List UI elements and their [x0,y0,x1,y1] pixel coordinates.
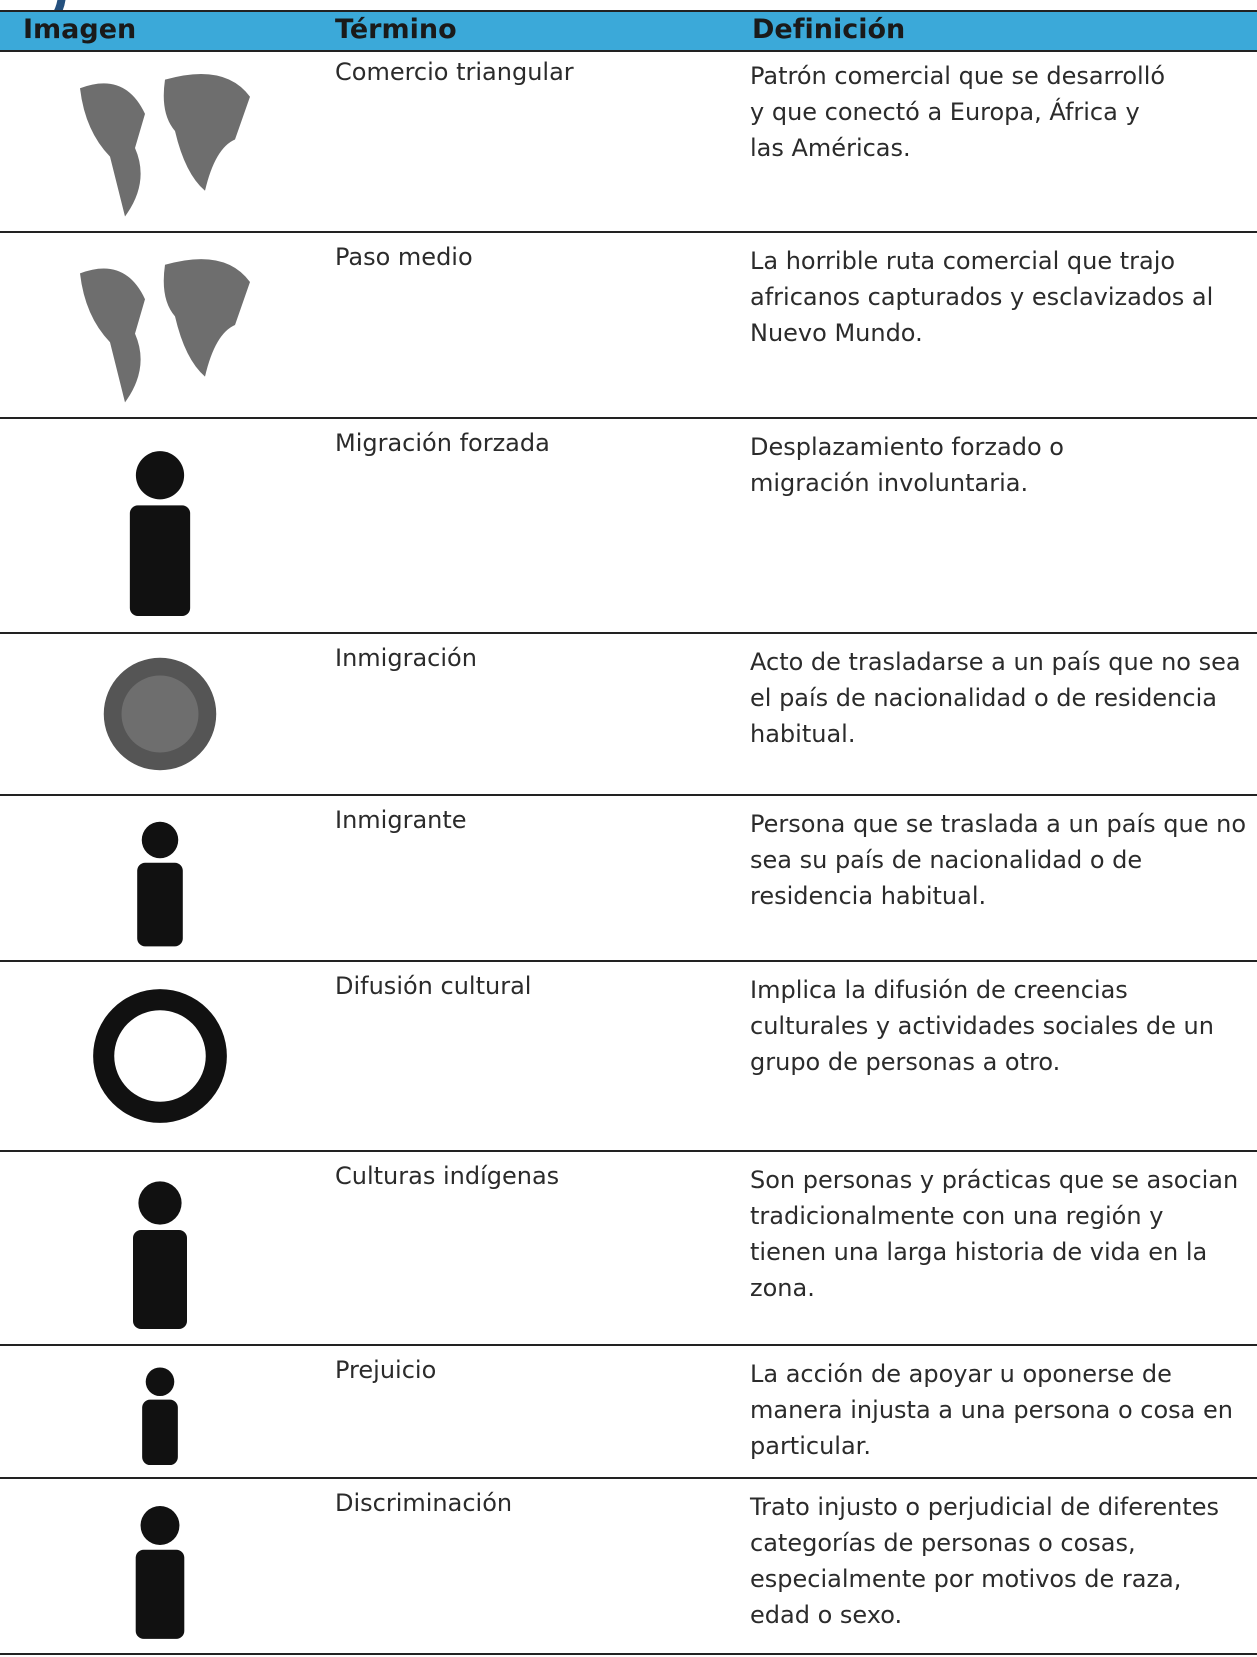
term: Discriminación [335,1489,513,1517]
row-image [137,821,183,947]
definition-line: manera injusta a una persona o cosa en [750,1396,1233,1424]
definition: La acción de apoyar u oponerse de manera … [750,1356,1233,1464]
term: Inmigración [335,644,477,672]
definition-line: migración involuntaria. [750,469,1029,497]
term: Comercio triangular [335,58,574,86]
definition-line: y que conectó a Europa, África y [750,98,1140,126]
row-image [75,256,250,403]
table-row: Prejuicio La acción de apoyar u oponerse … [0,1346,1257,1479]
definition: Son personas y prácticas que se asocian t… [750,1162,1238,1306]
term: Inmigrante [335,806,467,834]
definition-line: tradicionalmente con una región y [750,1202,1164,1230]
term: Prejuicio [335,1356,437,1384]
definition-line: sea su país de nacionalidad o de [750,846,1143,874]
definition-line: residencia habitual. [750,882,987,910]
definition: Implica la difusión de creencias cultural… [750,972,1214,1080]
definition-line: Implica la difusión de creencias [750,976,1128,1004]
definition-line: Persona que se traslada a un país que no [750,810,1247,838]
definition-line: zona. [750,1274,815,1302]
table-row: Migración forzada Desplazamiento forzado … [0,419,1257,634]
row-image [75,71,250,217]
row-image [135,1506,185,1639]
table-row: Comercio triangular Patrón comercial que … [0,48,1257,233]
column-header: Término [335,14,457,45]
definition: Desplazamiento forzado o migración involu… [750,429,1064,501]
definition-line: categorías de personas o cosas, [750,1529,1136,1557]
definition-line: tienen una larga historia de vida en la [750,1238,1208,1266]
definition-line: Trato injusto o perjudicial de diferente… [750,1493,1219,1521]
definition-line: Patrón comercial que se desarrolló [750,62,1166,90]
definition-line: grupo de personas a otro. [750,1048,1061,1076]
table-row: Difusión cultural Implica la difusión de … [0,962,1257,1152]
definition-line: Desplazamiento forzado o [750,433,1064,461]
definition-line: La horrible ruta comercial que trajo [750,247,1176,275]
definition: Trato injusto o perjudicial de diferente… [750,1489,1219,1633]
term: Culturas indígenas [335,1162,560,1190]
definition: Persona que se traslada a un país que no… [750,806,1246,914]
definition-line: africanos capturados y esclavizados al [750,283,1214,311]
row-image [103,657,217,771]
definition-line: edad o sexo. [750,1601,903,1629]
definition-line: el país de nacionalidad o de residencia [750,684,1217,712]
definition: Acto de trasladarse a un país que no sea… [750,644,1241,752]
table-row: Inmigración Acto de trasladarse a un país… [0,634,1257,796]
definition-line: La acción de apoyar u oponerse de [750,1360,1172,1388]
row-image [142,1367,178,1466]
definition-line: especialmente por motivos de raza, [750,1565,1182,1593]
table-row: Paso medio La horrible ruta comercial que… [0,233,1257,419]
table-row: Inmigrante Persona que se traslada a un p… [0,796,1257,962]
definition-line: culturales y actividades sociales de un [750,1012,1214,1040]
definition: Patrón comercial que se desarrolló y que … [750,58,1165,166]
definition-line: las Américas. [750,134,911,162]
row-image [133,1181,187,1329]
row-image [93,989,227,1123]
column-header: Definición [752,14,906,45]
definition-line: Acto de trasladarse a un país que no sea [750,648,1241,676]
definition: La horrible ruta comercial que trajo afri… [750,243,1213,351]
term: Paso medio [335,243,473,271]
term: Migración forzada [335,429,550,457]
definition-line: particular. [750,1432,871,1460]
row-image [129,451,191,616]
definition-line: Nuevo Mundo. [750,319,923,347]
table-row: Discriminación Trato injusto o perjudicia… [0,1479,1257,1655]
term: Difusión cultural [335,972,532,1000]
definition-line: habitual. [750,720,856,748]
column-header: Imagen [23,14,137,45]
definition-line: Son personas y prácticas que se asocian [750,1166,1239,1194]
table-header: Imagen Término Definición [0,10,1257,52]
table-row: Culturas indígenas Son personas y práctic… [0,1152,1257,1346]
